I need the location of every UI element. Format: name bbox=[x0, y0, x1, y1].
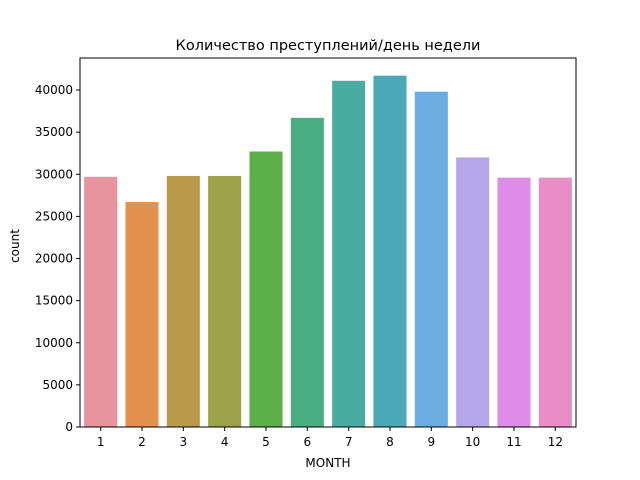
y-tick-label: 35000 bbox=[35, 125, 73, 139]
y-axis-label: count bbox=[8, 229, 22, 263]
plot-frame bbox=[79, 57, 577, 428]
y-tick-label: 5000 bbox=[42, 378, 73, 392]
y-tick-label: 30000 bbox=[35, 167, 73, 181]
x-tick-label: 11 bbox=[506, 435, 521, 449]
axes-group: 1 2 3 4 5 6 7 8 9 10 11 120500010000150002000025000… bbox=[35, 57, 577, 449]
bar-11 bbox=[497, 177, 531, 427]
y-tick-label: 40000 bbox=[35, 83, 73, 97]
bar-8 bbox=[373, 75, 407, 427]
x-tick-label: 6 bbox=[304, 435, 312, 449]
y-tick-label: 15000 bbox=[35, 294, 73, 308]
bar-5 bbox=[249, 151, 283, 427]
x-axis-label: MONTH bbox=[305, 456, 350, 470]
x-tick-label: 8 bbox=[386, 435, 394, 449]
x-tick-label: 1 bbox=[97, 435, 105, 449]
y-tick-label: 0 bbox=[65, 420, 73, 434]
y-tick-label: 25000 bbox=[35, 209, 73, 223]
x-tick-label: 10 bbox=[465, 435, 480, 449]
y-tick-label: 20000 bbox=[35, 252, 73, 266]
bars-group bbox=[84, 75, 572, 427]
bar-12 bbox=[538, 177, 572, 427]
bar-4 bbox=[208, 175, 242, 427]
bar-3 bbox=[166, 175, 200, 427]
bar-9 bbox=[414, 91, 448, 427]
chart-title: Количество преступлений/день недели bbox=[176, 38, 481, 54]
x-tick-label: 4 bbox=[221, 435, 229, 449]
x-tick-label: 7 bbox=[345, 435, 353, 449]
bar-7 bbox=[332, 80, 366, 427]
y-tick-label: 10000 bbox=[35, 336, 73, 350]
x-tick-label: 3 bbox=[180, 435, 188, 449]
x-tick-label: 12 bbox=[548, 435, 563, 449]
bar-1 bbox=[84, 176, 118, 427]
bar-10 bbox=[456, 157, 490, 427]
bar-2 bbox=[125, 202, 159, 427]
x-tick-label: 5 bbox=[262, 435, 270, 449]
x-tick-label: 9 bbox=[428, 435, 436, 449]
bar-6 bbox=[290, 117, 324, 427]
x-tick-label: 2 bbox=[138, 435, 146, 449]
